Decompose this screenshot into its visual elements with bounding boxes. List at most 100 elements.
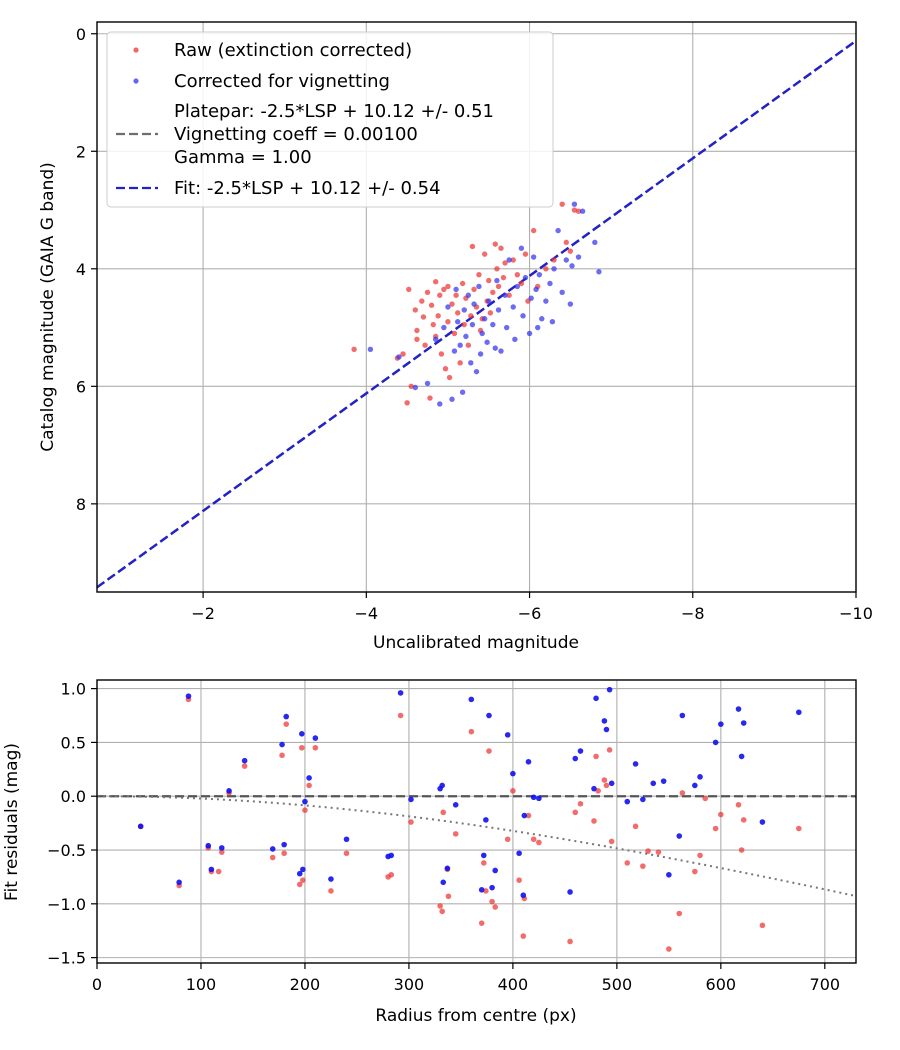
- corrected-point: [476, 283, 482, 290]
- legend-platepar-label-1: Platepar: -2.5*LSP + 10.12 +/- 0.51: [174, 101, 494, 122]
- corrected-residual-point: [444, 865, 451, 872]
- top-x-tick-label: −6: [518, 604, 542, 623]
- raw-residual-point: [283, 721, 290, 727]
- raw-point: [559, 201, 565, 207]
- raw-residual-point: [624, 860, 631, 866]
- raw-point: [400, 351, 406, 357]
- raw-point: [575, 208, 582, 214]
- raw-residual-point: [468, 728, 475, 735]
- corrected-residual-point: [299, 731, 305, 737]
- raw-point: [455, 310, 461, 316]
- corrected-residual-point: [521, 812, 528, 819]
- top-x-tick-label: −2: [191, 604, 215, 623]
- corrected-residual-point: [530, 794, 537, 801]
- raw-residual-point: [281, 850, 287, 857]
- corrected-point: [530, 254, 537, 260]
- raw-residual-point: [445, 893, 452, 900]
- corrected-residual-point: [632, 761, 639, 767]
- raw-residual-point: [738, 847, 745, 853]
- corrected-residual-point: [697, 774, 703, 780]
- corrected-residual-point: [241, 757, 248, 764]
- raw-point: [445, 283, 451, 290]
- raw-residual-point: [480, 860, 487, 866]
- corrected-residual-point: [572, 755, 579, 762]
- raw-point: [420, 314, 427, 320]
- top-y-tick-label: 6: [76, 377, 86, 396]
- top-y-tick-label: 2: [76, 142, 86, 161]
- corrected-point: [518, 245, 525, 251]
- corrected-residual-point: [397, 690, 404, 696]
- raw-point: [446, 374, 453, 381]
- bottom-x-axis-label: Radius from centre (px): [375, 1006, 576, 1026]
- raw-residual-point: [300, 877, 306, 883]
- corrected-point: [465, 292, 472, 298]
- corrected-residual-point: [302, 798, 308, 805]
- raw-residual-point: [269, 854, 276, 861]
- raw-point: [404, 400, 410, 406]
- corrected-point: [512, 336, 518, 343]
- bottom-x-tick-label: 200: [290, 975, 321, 994]
- top-y-tick-label: 4: [76, 260, 86, 279]
- raw-residual-point: [306, 782, 312, 789]
- raw-residual-point: [718, 811, 724, 818]
- corrected-residual-point: [601, 718, 608, 724]
- corrected-point: [412, 384, 418, 391]
- raw-residual-point: [601, 777, 608, 783]
- bottom-axes-frame: [96, 679, 857, 964]
- raw-residual-point: [516, 877, 522, 883]
- corrected-residual-point: [712, 739, 719, 746]
- raw-residual-point: [525, 812, 532, 819]
- raw-point: [500, 274, 507, 281]
- corrected-point: [471, 301, 477, 307]
- bottom-y-ticks: 1.0 0.5 0.0 −0.5 −1.0 −1.5: [47, 680, 97, 968]
- corrected-point: [468, 360, 474, 366]
- bottom-y-tick-label: 0.0: [61, 787, 86, 806]
- corrected-point: [481, 316, 488, 322]
- top-x-tick-label: −8: [681, 604, 705, 623]
- corrected-residual-point: [283, 713, 290, 720]
- corrected-residual-point: [603, 726, 610, 733]
- raw-residual-point: [572, 809, 579, 816]
- raw-residual-point: [692, 868, 698, 875]
- raw-point: [471, 286, 477, 293]
- corrected-point: [492, 345, 498, 351]
- raw-point: [437, 292, 443, 298]
- raw-residual-point: [302, 807, 308, 814]
- raw-residual-point: [702, 795, 709, 802]
- raw-point: [459, 280, 466, 287]
- corrected-point: [469, 321, 476, 328]
- corrected-residual-point: [718, 721, 724, 727]
- legend: Raw (extinction corrected) Corrected for…: [106, 31, 554, 208]
- corrected-point: [445, 304, 451, 310]
- raw-point: [430, 321, 436, 328]
- raw-residual-point: [241, 763, 248, 769]
- corrected-point: [502, 292, 508, 298]
- bottom-y-tick-label: 0.5: [61, 733, 86, 752]
- corrected-residual-point: [328, 876, 334, 882]
- top-axes-frame: [96, 21, 857, 593]
- raw-residual-point: [510, 788, 516, 794]
- corrected-point: [526, 330, 533, 337]
- raw-point: [406, 286, 412, 293]
- corrected-point: [490, 321, 496, 328]
- raw-residual-point: [452, 831, 459, 837]
- raw-residual-point: [312, 744, 319, 751]
- legend-box: [106, 31, 554, 208]
- raw-point: [461, 321, 467, 328]
- corrected-point: [479, 330, 485, 337]
- raw-point: [351, 346, 357, 353]
- corrected-residual-point: [205, 842, 212, 849]
- corrected-point: [520, 313, 526, 319]
- raw-residual-point: [591, 818, 597, 824]
- corrected-residual-point: [439, 782, 445, 789]
- raw-point: [422, 342, 428, 348]
- raw-point: [412, 307, 418, 313]
- corrected-point: [473, 368, 480, 375]
- corrected-residual-point: [388, 852, 395, 859]
- corrected-residual-point: [624, 798, 631, 805]
- legend-fit-label: Fit: -2.5*LSP + 10.12 +/- 0.54: [174, 178, 441, 199]
- corrected-point: [535, 324, 541, 331]
- raw-point: [476, 271, 482, 278]
- raw-residual-point: [712, 825, 719, 832]
